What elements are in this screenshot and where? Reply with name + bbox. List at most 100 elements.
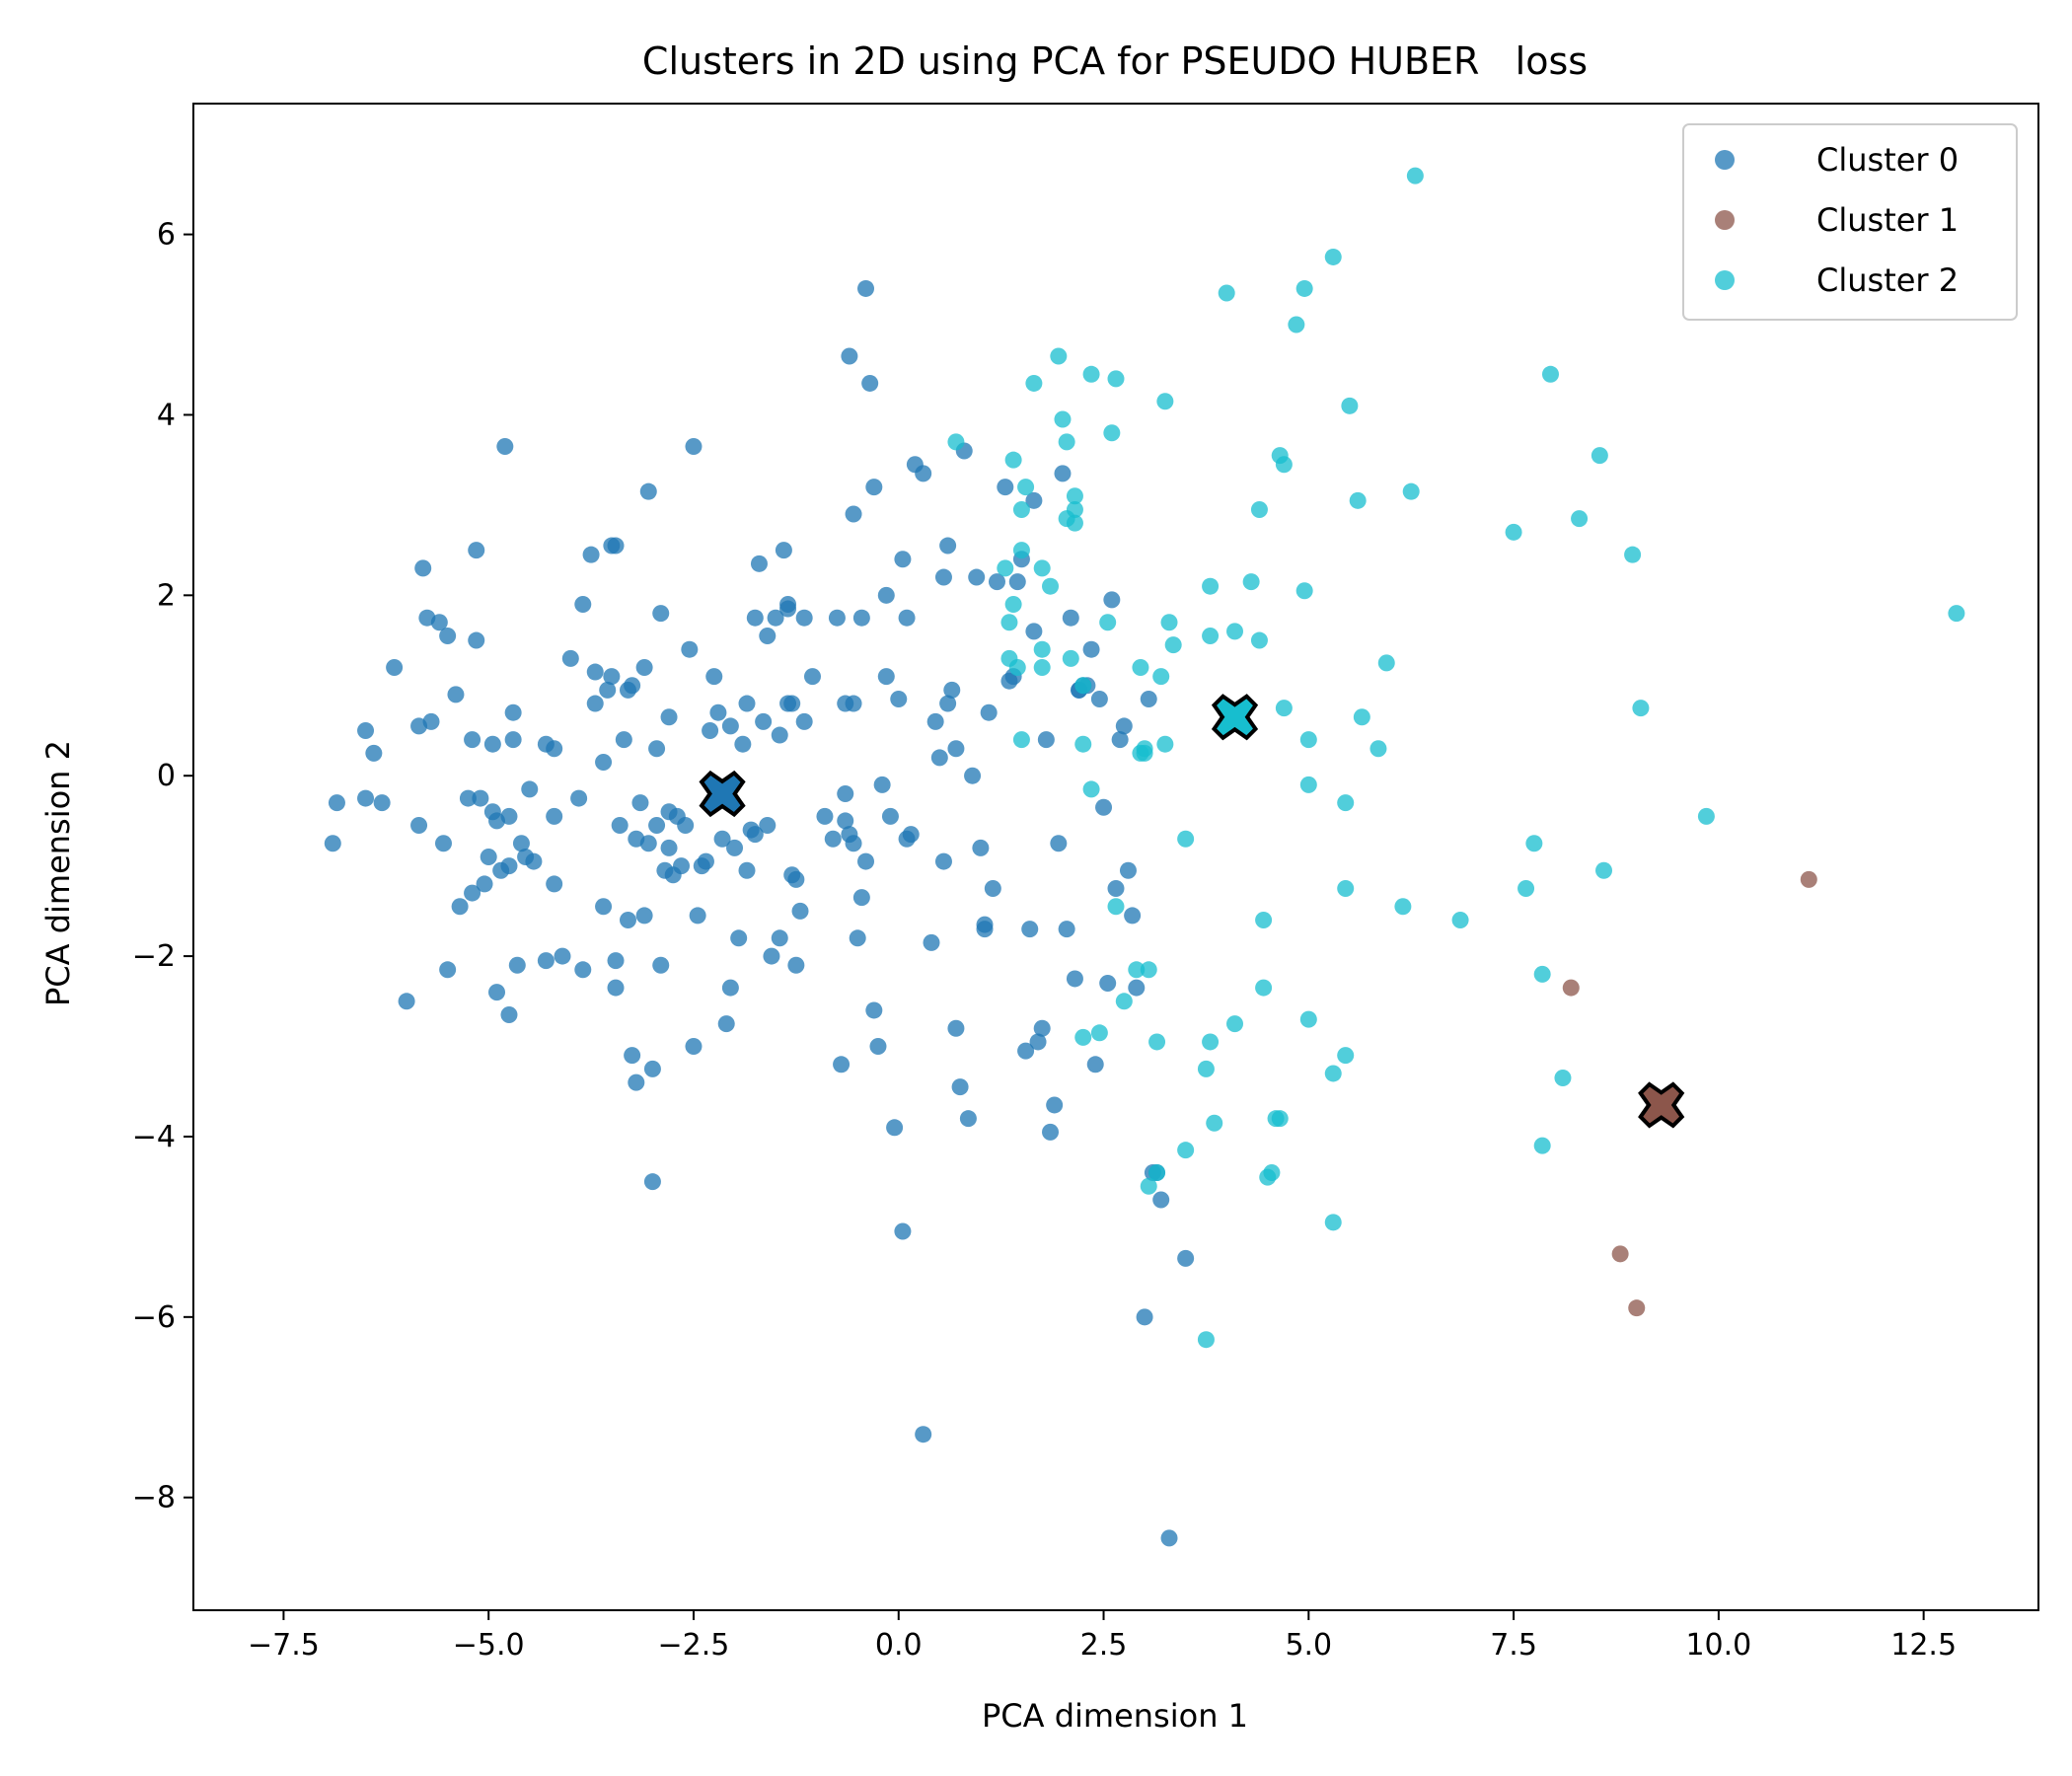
cluster-0-point (1160, 1529, 1178, 1547)
cluster-0-point (685, 437, 703, 455)
cluster-0-point (1042, 1123, 1060, 1141)
cluster-0-point (930, 749, 948, 767)
cluster-0-point (709, 703, 727, 721)
legend-label-cluster-0: Cluster 0 (1816, 141, 1959, 179)
cluster-0-point (554, 947, 571, 965)
cluster-0-point (500, 807, 518, 825)
cluster-0-point (803, 668, 821, 686)
cluster-2-point (1012, 500, 1030, 518)
axes-frame (192, 103, 2039, 1611)
cluster-0-point (1037, 731, 1055, 749)
cluster-0-point (869, 1038, 887, 1056)
cluster-0-point (464, 731, 481, 749)
cluster-2-point (1632, 700, 1650, 717)
cluster-2-point (1197, 1060, 1215, 1077)
cluster-0-point (1086, 1056, 1104, 1073)
cluster-0-point (816, 807, 834, 825)
legend: Cluster 0 Cluster 1 Cluster 2 (1682, 123, 2018, 321)
cluster-2-point (1004, 595, 1022, 613)
x-tick-label: 12.5 (1890, 1628, 1957, 1663)
cluster-0-point (845, 695, 862, 712)
cluster-0-point (828, 609, 846, 627)
cluster-0-point (525, 852, 543, 870)
cluster-2-point (1136, 744, 1153, 762)
cluster-0-point (624, 1047, 641, 1065)
cluster-0-point (439, 961, 457, 979)
cluster-2-point (1299, 731, 1317, 749)
cluster-0-point (586, 663, 604, 681)
cluster-1-point (1562, 979, 1580, 997)
cluster-0-point (1140, 690, 1157, 707)
cluster-2-point (1259, 1168, 1277, 1186)
cluster-0-point (881, 807, 899, 825)
cluster-2-point (1337, 880, 1355, 898)
cluster-0-point (997, 479, 1014, 496)
cluster-2-point (1202, 627, 1220, 644)
cluster-2-point (1337, 1047, 1355, 1065)
cluster-2-point (1275, 700, 1293, 717)
cluster-0-point (713, 830, 731, 848)
cluster-2-point (1525, 835, 1543, 852)
cluster-0-point (939, 537, 957, 555)
cluster-2-point (1160, 614, 1178, 631)
cluster-0-point (624, 677, 641, 695)
cluster-2-point (1451, 912, 1469, 929)
x-tick-label: −2.5 (658, 1628, 730, 1663)
cluster-0-point (1136, 1308, 1153, 1326)
cluster-2-point (1012, 731, 1030, 749)
cluster-2-point (1242, 573, 1260, 591)
cluster-0-point (1025, 491, 1043, 509)
cluster-2-point (1074, 677, 1092, 695)
cluster-1-point (1800, 870, 1817, 888)
cluster-0-point (890, 690, 908, 707)
cluster-0-point (673, 857, 691, 875)
cluster-0-point (852, 889, 870, 907)
cluster-0-point (521, 780, 539, 798)
cluster-0-point (1124, 907, 1142, 925)
cluster-0-point (734, 735, 752, 753)
cluster-0-point (1152, 1191, 1170, 1209)
cluster-2-point (1948, 605, 1965, 623)
legend-label-cluster-2: Cluster 2 (1816, 261, 1959, 299)
cluster-0-point (849, 929, 866, 947)
cluster-0-point (787, 870, 805, 888)
cluster-0-point (968, 568, 986, 586)
cluster-2-point (1008, 658, 1026, 676)
cluster-0-point (459, 789, 477, 807)
cluster-0-point (546, 875, 563, 893)
cluster-0-point (357, 721, 375, 739)
cluster-2-point (1090, 1024, 1108, 1042)
cluster-0-point (546, 740, 563, 758)
cluster-2-point (1337, 794, 1355, 812)
cluster-2-point (1595, 861, 1613, 879)
cluster-2-centroid (1211, 694, 1259, 741)
cluster-0-point (755, 712, 773, 730)
cluster-0-point (795, 609, 813, 627)
cluster-2-point (1218, 284, 1235, 302)
y-tick-label: −8 (132, 1481, 176, 1516)
cluster-0-point (628, 1073, 645, 1091)
cluster-0-point (324, 835, 341, 852)
cluster-0-point (512, 835, 530, 852)
cluster-2-point (1341, 397, 1359, 414)
cluster-2-point (1148, 1164, 1166, 1182)
cluster-2-point (997, 559, 1014, 577)
cluster-2-point (1324, 1065, 1342, 1082)
cluster-0-point (1115, 717, 1133, 735)
cluster-0-point (652, 605, 670, 623)
cluster-2-point (1505, 523, 1522, 541)
cluster-2-point (1288, 316, 1305, 333)
cluster-0-point (504, 731, 522, 749)
cluster-0-point (660, 839, 678, 856)
cluster-2-point (1164, 636, 1182, 654)
cluster-0-point (635, 907, 653, 925)
cluster-2-point (1226, 623, 1244, 640)
legend-marker-cluster-2 (1715, 270, 1735, 290)
cluster-2-point (1099, 614, 1117, 631)
cluster-0-point (1021, 921, 1039, 938)
cluster-2-point (1324, 1214, 1342, 1231)
x-axis-ticks: −7.5 −5.0 −2.5 0.0 2.5 5.0 7.5 10.0 12.5 (248, 1610, 1957, 1663)
cluster-0-point (508, 956, 526, 974)
cluster-2-point (1082, 365, 1100, 383)
